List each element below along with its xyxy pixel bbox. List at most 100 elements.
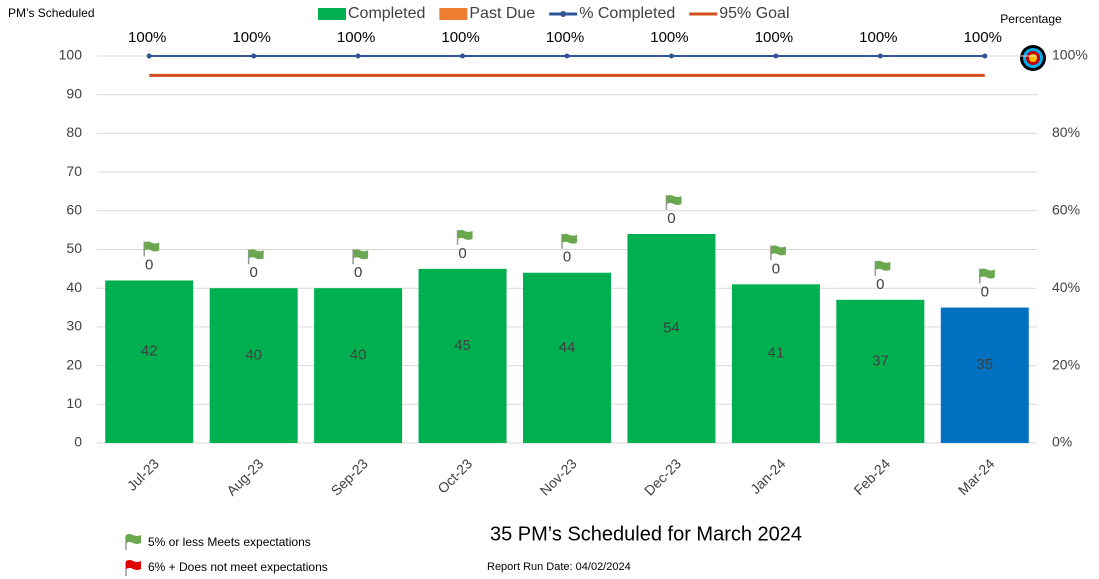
bar-value-label: 44 (559, 339, 576, 356)
bar (731, 284, 820, 443)
bar-value-label: 37 (872, 352, 889, 369)
x-tick-label: Nov-23 (537, 455, 580, 498)
status-flag (352, 249, 369, 265)
bar-value-label: 0 (249, 264, 257, 281)
bar-value-label: 40 (350, 347, 367, 364)
bar-value-label: 41 (768, 345, 785, 362)
legend-label: % Completed (579, 5, 675, 22)
y-tick-label: 50 (66, 240, 82, 256)
line-marker (982, 53, 988, 59)
y2-tick-label: 20% (1052, 356, 1080, 372)
legend-swatch (318, 8, 346, 20)
line-marker (460, 53, 466, 59)
status-flag (561, 233, 577, 249)
legend-note: 5% or less Meets expectations (148, 535, 311, 549)
bar (105, 280, 194, 443)
line-marker (668, 53, 674, 59)
y2-tick-label: 80% (1052, 124, 1080, 140)
bar-value-label: 0 (876, 276, 884, 293)
x-tick-label: Feb-24 (850, 455, 893, 498)
flag (457, 229, 473, 240)
y-tick-label: 30 (66, 318, 82, 334)
status-flag (456, 229, 473, 245)
target-icon (1020, 45, 1046, 71)
line-marker (355, 53, 361, 59)
bar-value-label: 0 (981, 284, 989, 301)
x-tick-label: Mar-24 (955, 455, 998, 498)
bar-value-label: 0 (563, 249, 571, 266)
flag (770, 245, 786, 256)
line-marker (251, 53, 257, 59)
flag (666, 195, 682, 206)
flag (353, 249, 369, 260)
y2-tick-label: 60% (1052, 202, 1080, 218)
bar-value-label: 0 (145, 256, 153, 273)
line-value-label: 100% (441, 29, 479, 46)
legend-label: 95% Goal (719, 5, 789, 22)
status-flag (979, 268, 995, 284)
line-value-label: 100% (650, 29, 688, 46)
bar-value-label: 54 (663, 319, 680, 336)
line-marker (564, 53, 570, 59)
bar-value-label: 45 (454, 337, 471, 354)
y-tick-label: 60 (66, 202, 82, 218)
y2-tick-label: 100% (1052, 47, 1088, 63)
legend-marker (560, 11, 567, 17)
y-axis-label: PM’s Scheduled (8, 6, 95, 20)
legend: Completed Past Due % Completed 95% Goal (318, 5, 790, 22)
y-tick-label: 0 (74, 434, 82, 450)
status-flag (874, 260, 891, 276)
x-tick-label: Jan-24 (747, 455, 789, 497)
bar-value-label: 40 (245, 347, 262, 364)
line-value-label: 100% (755, 29, 793, 46)
line-value-label: 100% (859, 29, 897, 46)
line-marker (773, 53, 779, 59)
line-value-label: 100% (964, 29, 1002, 46)
line-marker (877, 53, 883, 59)
line-value-label: 100% (232, 29, 270, 46)
y2-axis-label: Percentage (1000, 12, 1062, 26)
flag (144, 241, 160, 252)
y-tick-label: 10 (66, 395, 82, 411)
y2-tick-label: 40% (1052, 279, 1080, 295)
run-date: Report Run Date: 04/02/2024 (487, 561, 631, 573)
flag (562, 233, 577, 244)
y-tick-label: 100 (59, 47, 83, 63)
note-flag (125, 534, 141, 576)
status-flag (770, 245, 786, 261)
y2-tick-label: 0% (1052, 434, 1072, 450)
bar (836, 299, 925, 443)
status-flag (665, 195, 682, 211)
flag (248, 249, 264, 260)
x-tick-label: Jul-23 (124, 455, 162, 493)
legend-label: Completed (348, 5, 425, 22)
y-tick-label: 40 (66, 279, 82, 295)
bar-value-label: 0 (458, 245, 466, 262)
line-marker (146, 53, 152, 59)
bar-value-label: 0 (354, 264, 362, 281)
y-tick-label: 70 (66, 163, 82, 179)
y-tick-label: 80 (66, 124, 82, 140)
line-value-label: 100% (128, 29, 166, 46)
x-tick-label: Dec-23 (641, 455, 684, 498)
status-flag (247, 249, 264, 265)
bar (314, 288, 403, 443)
bar-value-label: 0 (772, 260, 780, 277)
bar (627, 234, 716, 443)
x-tick-label: Sep-23 (328, 455, 371, 498)
flag (979, 268, 995, 279)
legend-label: Past Due (469, 5, 535, 22)
legend-note: 6% + Does not meet expectations (148, 560, 328, 574)
status-flag (143, 241, 160, 257)
bar (523, 272, 611, 443)
flag (875, 260, 891, 271)
x-tick-label: Oct-23 (434, 455, 475, 496)
y-tick-label: 90 (66, 85, 82, 101)
bar (209, 288, 298, 443)
bar-value-label: 35 (976, 356, 993, 373)
legend-swatch (439, 8, 468, 20)
line-value-label: 100% (337, 29, 375, 46)
summary: 35 PM’s Scheduled for March 2024 (490, 523, 802, 545)
bar (940, 307, 1029, 443)
